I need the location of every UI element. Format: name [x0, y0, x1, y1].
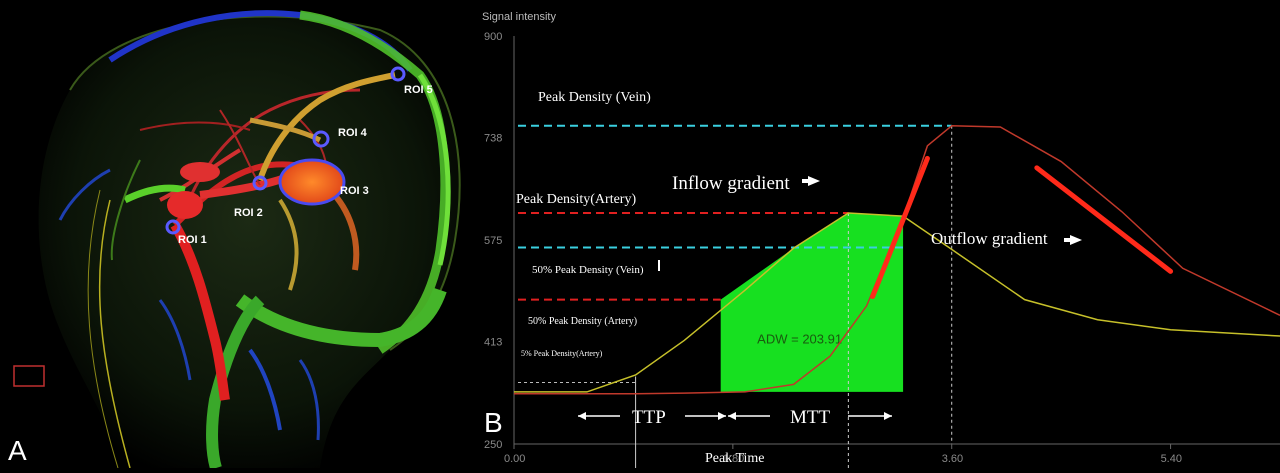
- peak-vein-label: Peak Density (Vein): [538, 90, 651, 105]
- panel-a-letter: A: [8, 435, 27, 466]
- y-ticks: 900 738 575 413 250: [484, 31, 502, 451]
- y-tick-label: 250: [484, 439, 502, 451]
- roi-4-label: ROI 4: [338, 127, 368, 139]
- y-tick-label: 413: [484, 337, 502, 349]
- adw-label: ADW = 203.91: [757, 332, 842, 347]
- ttp-label: TTP: [632, 407, 666, 428]
- y-tick-label: 738: [484, 133, 502, 145]
- roi-1-label: ROI 1: [178, 234, 207, 246]
- inflow-gradient-label: Inflow gradient: [672, 173, 790, 194]
- panel-b-letter: B: [484, 407, 503, 438]
- x-ticks: 0.00 1.80 3.60 5.40: [504, 444, 1182, 465]
- roi-5-marker: [390, 66, 406, 82]
- roi-1-marker: [165, 219, 181, 235]
- roi-4-marker: [312, 130, 330, 148]
- roi-2-label: ROI 2: [234, 207, 263, 219]
- roi-3-label: ROI 3: [340, 185, 369, 197]
- inflow-arrow-icon: [808, 176, 820, 186]
- roi-3-nidus: [278, 158, 346, 206]
- ttp-arrow: [578, 412, 726, 420]
- chart-svg: Signal intensity 900 738 575 413 250 0.00 1.8…: [482, 11, 1280, 468]
- outflow-gradient-line: [1034, 165, 1174, 274]
- outflow-arrow-icon: [1070, 235, 1082, 245]
- x-tick-label: 1.80: [723, 453, 744, 465]
- artery-curve: [514, 212, 1280, 393]
- x-tick-label: 0.00: [504, 453, 525, 465]
- peak-time-label: Peak Time: [705, 451, 765, 466]
- roi-5-label: ROI 5: [404, 84, 433, 96]
- x-tick-label: 3.60: [942, 453, 963, 465]
- half-vein-label: 50% Peak Density (Vein): [532, 264, 644, 276]
- marker-square: [13, 365, 45, 387]
- x-tick-label: 5.40: [1161, 453, 1182, 465]
- y-axis-label: Signal intensity: [482, 11, 556, 23]
- angiography-illustration: ROI 1 ROI 2 ROI 3 ROI 4 ROI 5 A: [8, 10, 461, 468]
- time-density-chart: Signal intensity 900 738 575 413 250 0.00 1.8…: [480, 0, 1280, 468]
- inflow-gradient-line: [870, 155, 930, 299]
- roi-2-marker: [252, 175, 268, 191]
- outflow-gradient-label: Outflow gradient: [931, 229, 1048, 248]
- y-tick-label: 900: [484, 31, 502, 43]
- mtt-label: MTT: [790, 407, 831, 428]
- peak-artery-label: Peak Density(Artery): [516, 192, 636, 207]
- angiography-image: ROI 1 ROI 2 ROI 3 ROI 4 ROI 5 A: [0, 0, 480, 468]
- y-tick-label: 575: [484, 235, 502, 247]
- mtt-arrow: [728, 412, 892, 420]
- five-pct-label: 5% Peak Density(Artery): [521, 349, 603, 358]
- adw-region: [720, 213, 904, 392]
- half-artery-label: 50% Peak Density (Artery): [528, 316, 637, 327]
